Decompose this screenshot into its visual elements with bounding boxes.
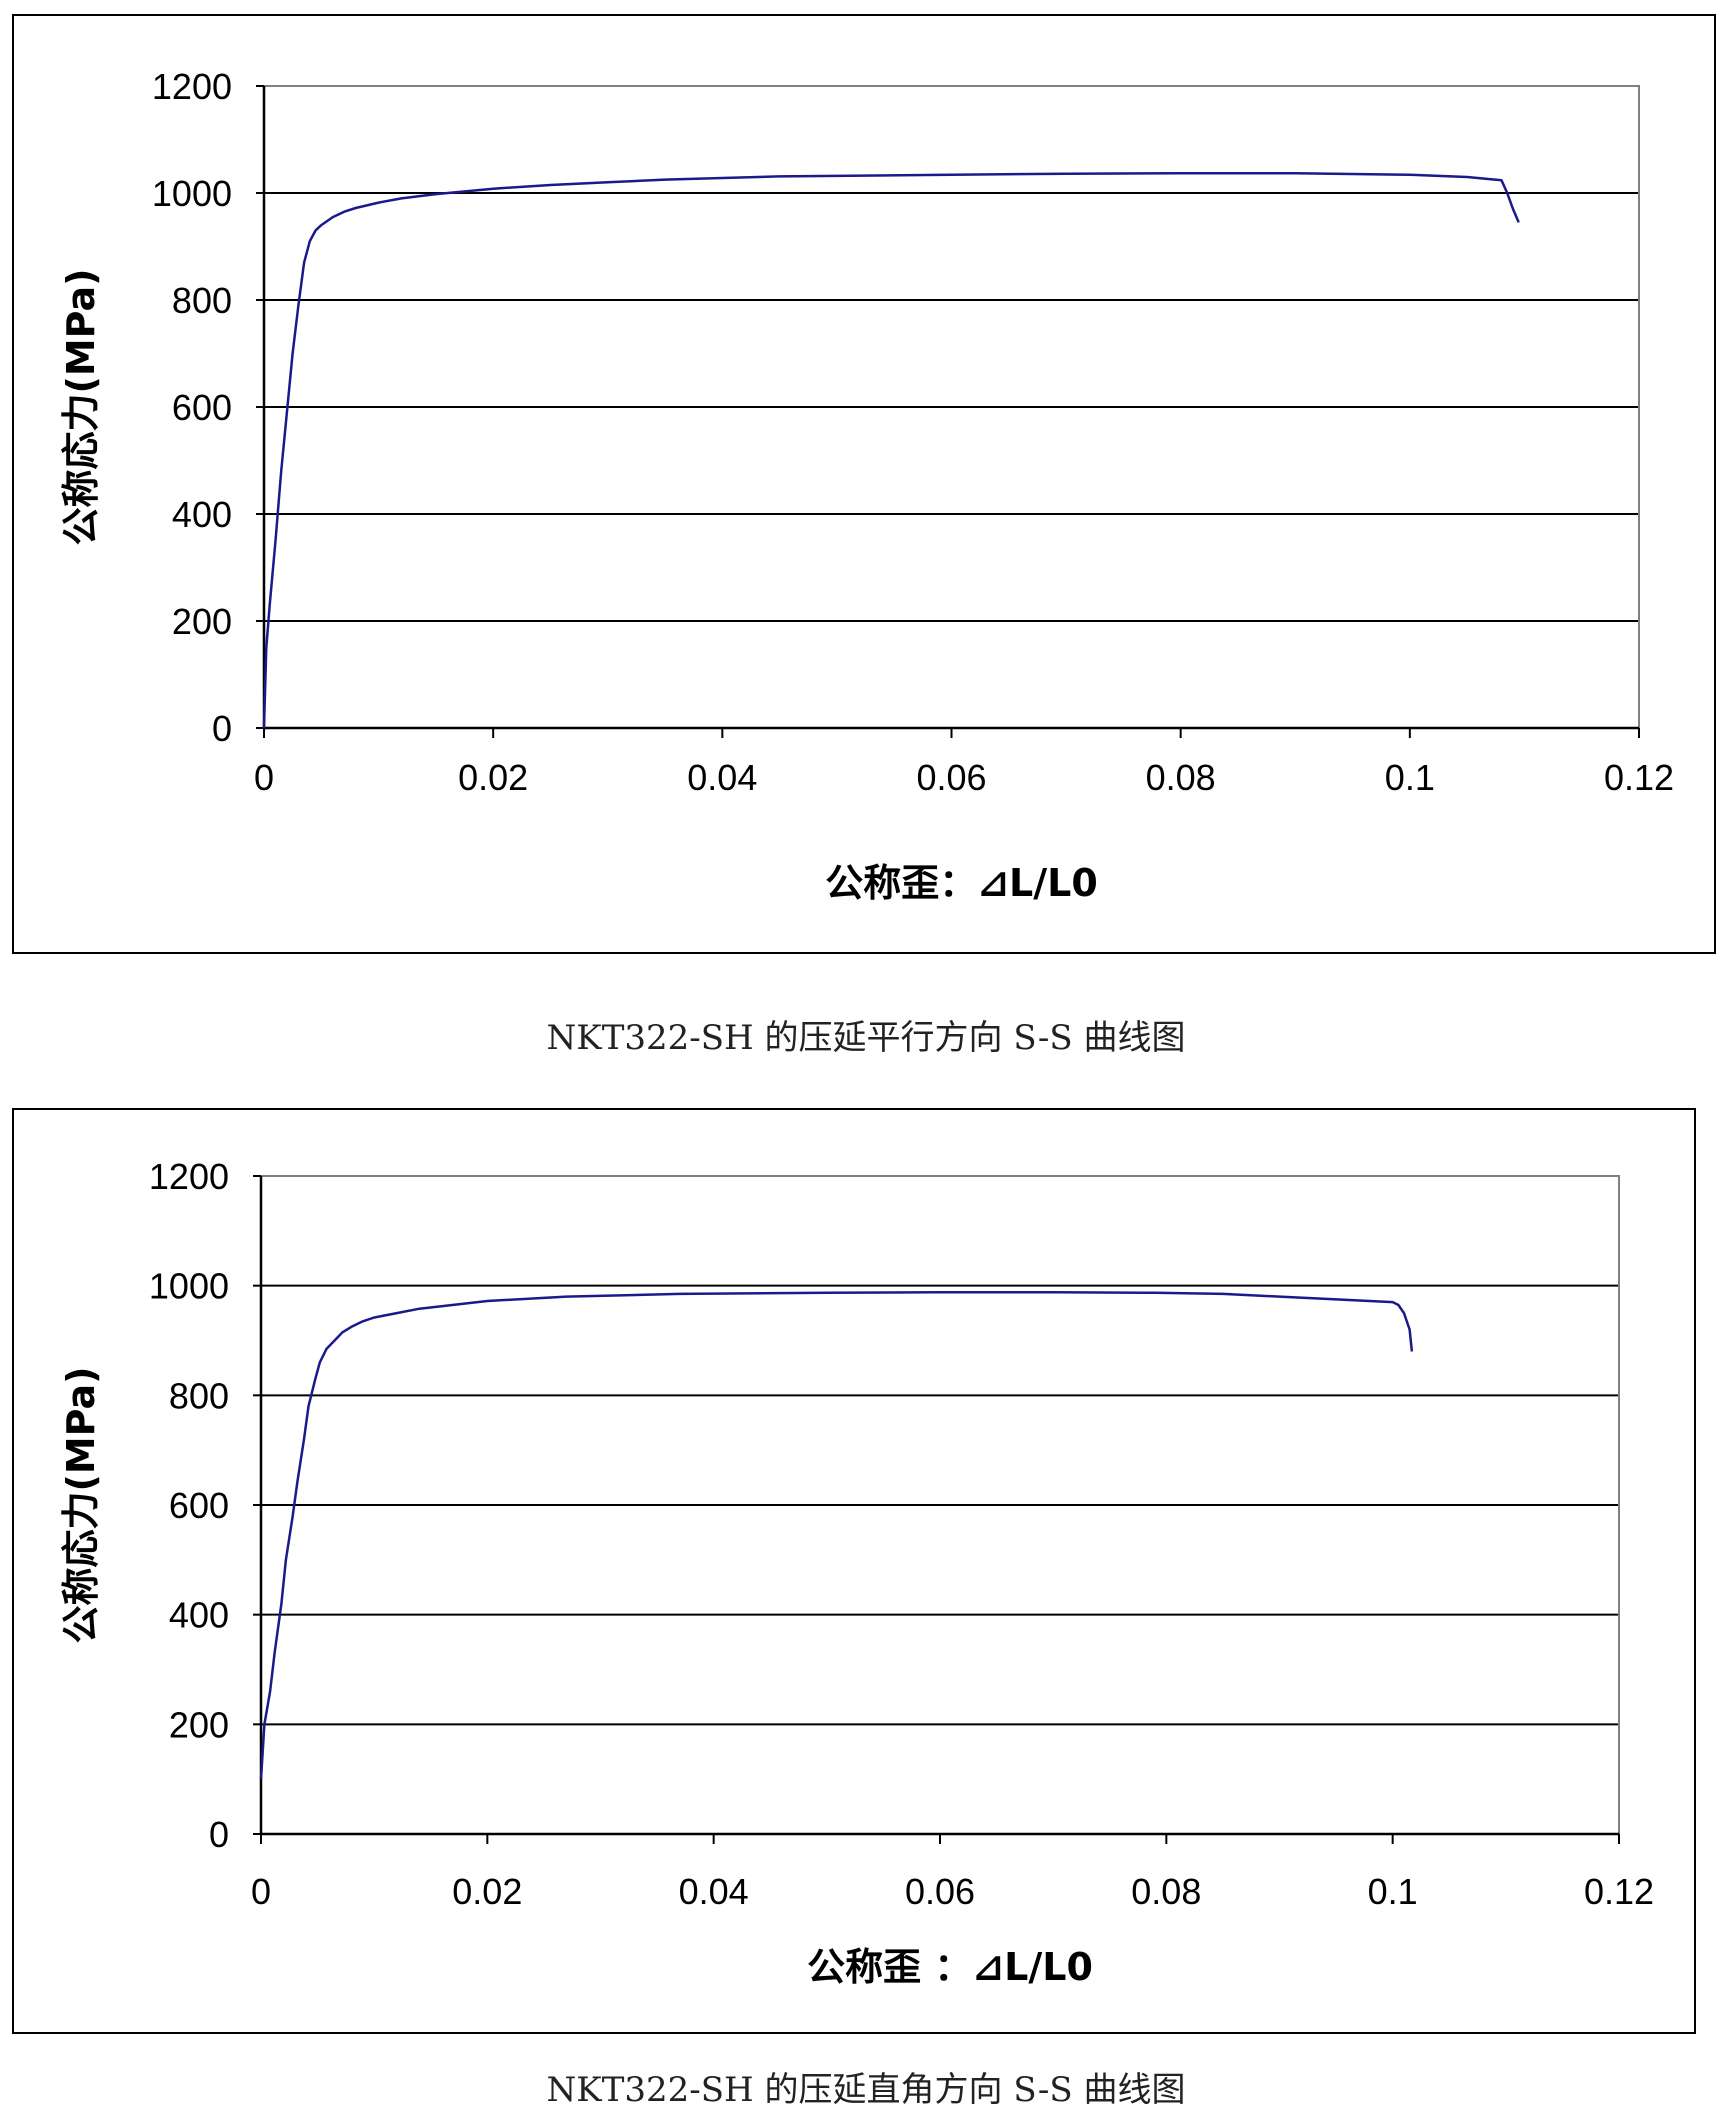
chart-1-y-tick-label: 200 [172, 601, 232, 642]
chart-2-y-tick-label: 1000 [149, 1266, 229, 1307]
chart-1-x-tick-label: 0.02 [458, 757, 528, 798]
chart-1-x-tick-label: 0.04 [687, 757, 757, 798]
chart-2-x-tick-label: 0 [251, 1871, 271, 1912]
chart-2-svg: 0 200 400 600 800 1000 1200 0 0.02 0.04 0.06 0.08 0.… [59, 1156, 1654, 1989]
chart-2-y-tick-label: 200 [169, 1704, 229, 1745]
chart-1-x-axis-title: 公称歪：⊿L/L0 [825, 861, 1098, 905]
chart-2-series-line [259, 1290, 1414, 1780]
chart-2-x-tick-label: 0.04 [679, 1871, 749, 1912]
chart-1-x-tick-label: 0 [254, 757, 274, 798]
chart-2-y-axis-title: 公称応力(MPa) [59, 1366, 103, 1643]
chart-1-x-tick-label: 0.1 [1385, 757, 1435, 798]
chart-2-y-tick-label: 1200 [149, 1156, 229, 1197]
chart-1-y-axis-title: 公称応力(MPa) [59, 268, 103, 545]
chart-1-x-tick-label: 0.06 [916, 757, 986, 798]
chart-1-x-tick-label: 0.08 [1146, 757, 1216, 798]
chart-2-x-tick-label: 0.1 [1368, 1871, 1418, 1912]
chart-1-svg: 0 200 400 600 800 1000 1200 0 0.02 0.04 0.06 0.08 0.… [59, 66, 1674, 905]
chart-2-x-tick-label: 0.06 [905, 1871, 975, 1912]
chart-2-y-tick-label: 800 [169, 1375, 229, 1416]
chart-2-x-tick-label: 0.02 [452, 1871, 522, 1912]
chart-1-y-tick-label: 400 [172, 494, 232, 535]
chart-2-caption: NKT322-SH 的压延直角方向 S-S 曲线图 [546, 2070, 1186, 2110]
chart-1-y-tick-label: 0 [212, 708, 232, 749]
chart-1-y-tick-label: 600 [172, 387, 232, 428]
chart-1-frame: 0 200 400 600 800 1000 1200 0 0.02 0.04 0.06 0.08 0.… [12, 14, 1716, 954]
chart-1-y-tick-label: 1000 [152, 173, 232, 214]
chart-1-series-line [262, 171, 1520, 729]
chart-1-y-tick-label: 1200 [152, 66, 232, 107]
chart-2-x-tick-label: 0.08 [1131, 1871, 1201, 1912]
chart-2-y-tick-label: 0 [209, 1814, 229, 1855]
chart-1-y-tick-label: 800 [172, 280, 232, 321]
chart-2-y-tick-label: 600 [169, 1485, 229, 1526]
chart-2-x-tick-label: 0.12 [1584, 1871, 1654, 1912]
chart-1-caption: NKT322-SH 的压延平行方向 S-S 曲线图 [546, 1018, 1186, 1058]
chart-1-x-tick-label: 0.12 [1604, 757, 1674, 798]
chart-2-frame: 0 200 400 600 800 1000 1200 0 0.02 0.04 0.06 0.08 0.… [12, 1108, 1696, 2034]
chart-2-y-tick-label: 400 [169, 1595, 229, 1636]
chart-2-x-axis-title: 公称歪 ：⊿L/L0 [807, 1945, 1093, 1989]
